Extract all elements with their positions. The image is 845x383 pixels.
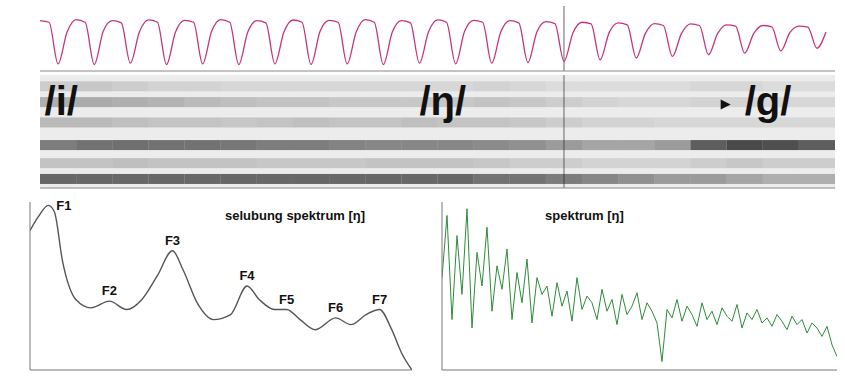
svg-text:F7: F7 xyxy=(372,292,387,307)
svg-text:/g/: /g/ xyxy=(745,79,792,123)
svg-text:F1: F1 xyxy=(56,198,71,213)
html-text:spektrum [ŋ]: spektrum [ŋ] xyxy=(545,208,624,223)
svg-text:/i/: /i/ xyxy=(45,79,78,123)
svg-text:F5: F5 xyxy=(279,292,294,307)
svg-text:/ŋ/: /ŋ/ xyxy=(419,79,466,123)
svg-text:F3: F3 xyxy=(165,233,180,248)
svg-text:F2: F2 xyxy=(102,283,117,298)
svg-text:F6: F6 xyxy=(328,300,343,315)
svg-text:F4: F4 xyxy=(239,268,255,283)
html-text:selubung spektrum [ŋ]: selubung spektrum [ŋ] xyxy=(225,208,366,223)
